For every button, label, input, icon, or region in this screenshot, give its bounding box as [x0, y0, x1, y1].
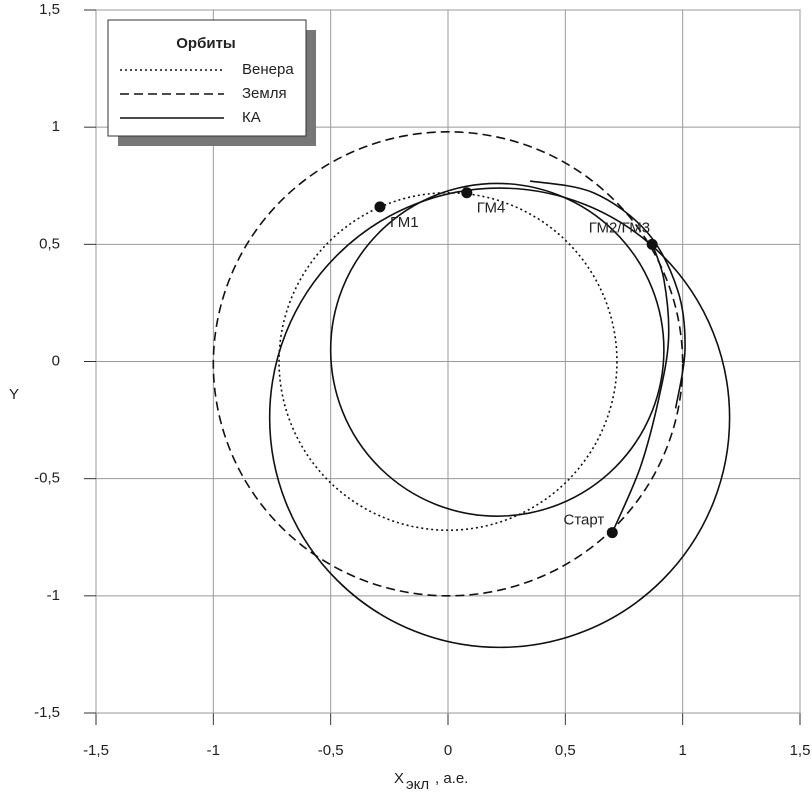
y-tick-label: -0,5 — [34, 470, 60, 487]
legend-label: КА — [242, 109, 261, 126]
y-axis-label: Y — [9, 386, 19, 403]
orbit-arc — [529, 180, 686, 409]
point-label: ГМ1 — [390, 214, 419, 231]
orbit — [268, 187, 731, 649]
point-label: ГМ2/ГМ3 — [589, 219, 650, 236]
orbit-arc — [611, 244, 670, 533]
point-label: ГМ4 — [477, 200, 506, 217]
x-axis-label: X — [394, 770, 404, 787]
x-axis-label-unit: , а.е. — [435, 770, 468, 787]
flyby-point — [606, 527, 618, 539]
legend-title: Орбиты — [176, 35, 235, 52]
y-tick-label: 0,5 — [39, 235, 60, 252]
flyby-point — [461, 187, 473, 199]
x-tick-label: 0 — [444, 742, 452, 759]
y-tick-label: -1 — [47, 587, 60, 604]
x-axis-label-sub: экл — [406, 776, 429, 793]
legend-box — [107, 19, 307, 137]
x-tick-label: 1,5 — [790, 742, 811, 759]
flyby-point — [374, 201, 386, 213]
legend-label: Земля — [242, 85, 287, 102]
x-tick-label: -1,5 — [83, 742, 109, 759]
x-tick-label: -1 — [207, 742, 220, 759]
point-label: Старт — [564, 512, 605, 529]
x-tick-label: 0,5 — [555, 742, 576, 759]
y-tick-label: 0 — [52, 352, 60, 369]
flyby-point — [646, 238, 658, 250]
x-tick-label: 1 — [678, 742, 686, 759]
orbit — [212, 131, 684, 597]
legend-label: Венера — [242, 61, 294, 78]
orbit — [278, 191, 618, 532]
y-tick-label: 1 — [52, 118, 60, 135]
x-tick-label: -0,5 — [318, 742, 344, 759]
y-tick-label: 1,5 — [39, 1, 60, 18]
y-tick-label: -1,5 — [34, 704, 60, 721]
orbit — [329, 182, 665, 517]
